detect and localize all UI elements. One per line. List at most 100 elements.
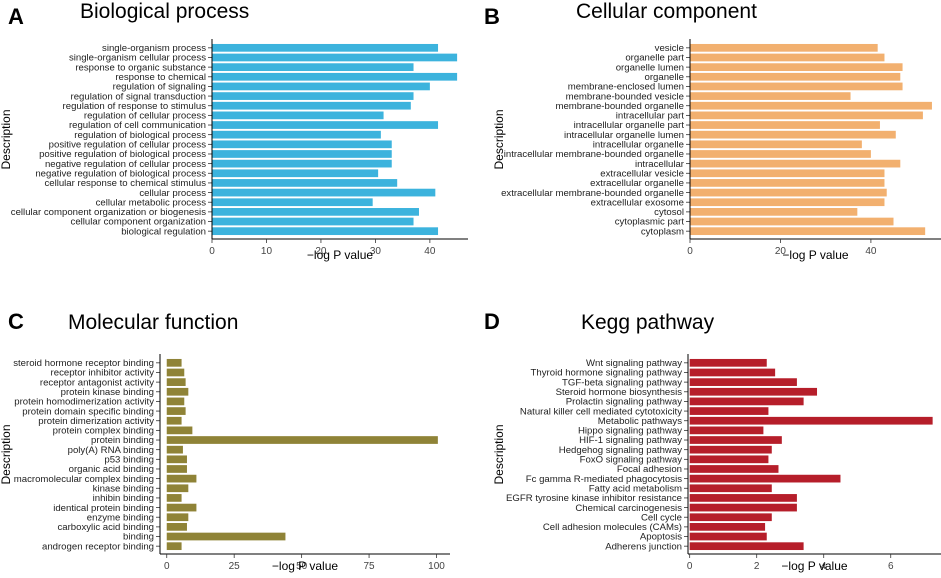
category-label: extracellular organelle [590, 178, 684, 189]
category-label: Focal adhesion [617, 464, 682, 475]
bar [166, 436, 438, 444]
category-label: receptor inhibitor activity [51, 368, 155, 379]
category-label: protein complex binding [53, 426, 154, 437]
y-axis-title: Description [492, 424, 506, 484]
bar [212, 130, 381, 139]
panel-letter: D [484, 309, 500, 334]
category-label: cellular response to chemical stimulus [44, 178, 206, 189]
x-tick-label: 20 [775, 246, 787, 257]
bar [689, 407, 769, 415]
category-label: intracellular organelle lumen [564, 130, 684, 141]
category-label: steroid hormone receptor binding [13, 358, 154, 369]
category-label: identical protein binding [53, 503, 154, 514]
category-label: cytosol [654, 207, 684, 218]
bar [212, 140, 392, 149]
category-label: Apoptosis [640, 532, 682, 543]
category-label: Fc gamma R-mediated phagocytosis [526, 474, 682, 485]
category-label: membrane-bounded organelle [555, 101, 684, 112]
category-label: regulation of cell communication [69, 120, 206, 131]
category-label: Cell adhesion molecules (CAMs) [543, 522, 682, 533]
bar [166, 368, 185, 377]
bar [212, 169, 379, 178]
bar [690, 72, 901, 81]
category-label: kinase binding [93, 483, 154, 494]
category-label: protein kinase binding [61, 387, 154, 398]
x-tick-label: 50 [296, 561, 308, 572]
x-tick-label: 0 [209, 246, 215, 257]
panel-letter: A [8, 4, 24, 29]
category-label: regulation of signal transduction [71, 91, 206, 102]
x-tick-label: 10 [261, 246, 273, 257]
y-axis-title: Description [492, 109, 506, 169]
bar [689, 426, 764, 435]
bar [690, 198, 885, 207]
category-label: Natural killer cell mediated cytotoxicit… [520, 406, 682, 417]
bar [689, 542, 804, 551]
category-label: HIF-1 signaling pathway [579, 435, 682, 446]
x-axis-title: −log P value [272, 559, 338, 573]
bar [166, 513, 189, 522]
category-label: cellular component organization [71, 217, 206, 228]
bar [212, 159, 392, 168]
bar [166, 503, 197, 512]
bar [690, 159, 901, 168]
panel-title: Cellular component [576, 0, 757, 23]
bar [212, 179, 398, 187]
bar [690, 179, 885, 187]
category-label: macromolecular complex binding [14, 474, 154, 485]
x-tick-label: 2 [754, 561, 760, 572]
x-tick-label: 40 [865, 246, 877, 257]
bar [689, 378, 797, 386]
category-label: positive regulation of biological proces… [39, 149, 206, 160]
y-axis-title: Description [0, 109, 13, 169]
bar [689, 368, 776, 377]
x-tick-label: 0 [687, 561, 693, 572]
bar [690, 140, 862, 149]
bar [690, 92, 851, 100]
bar [212, 121, 439, 129]
category-label: intracellular [635, 159, 685, 170]
category-label: receptor antagonist activity [40, 377, 154, 388]
bar [212, 101, 411, 110]
x-tick-label: 0 [687, 246, 693, 257]
panel-letter: C [8, 309, 24, 334]
x-tick-label: 0 [164, 561, 170, 572]
x-tick-label: 40 [424, 246, 436, 257]
category-label: protein binding [91, 435, 154, 446]
category-label: androgen receptor binding [42, 541, 154, 552]
category-label: vesicle [655, 43, 684, 54]
bar [166, 474, 197, 483]
category-label: extracellular exosome [591, 197, 684, 208]
category-label: enzyme binding [87, 512, 154, 523]
bar [212, 198, 373, 207]
x-axis-title: −log P value [307, 248, 373, 262]
category-label: inhibin binding [93, 493, 154, 504]
bar [212, 43, 439, 52]
category-label: negative regulation of biological proces… [35, 168, 206, 179]
category-label: FoxO signaling pathway [580, 455, 683, 466]
x-axis-title: −log P value [781, 559, 847, 573]
category-label: Hedgehog signaling pathway [559, 445, 682, 456]
panel-title: Molecular function [68, 311, 238, 334]
bar [689, 523, 766, 531]
bar [166, 465, 187, 473]
category-label: cellular metabolic process [96, 197, 207, 208]
category-label: regulation of signaling [113, 82, 206, 93]
bar [689, 532, 767, 541]
bar [212, 82, 430, 91]
bar [690, 169, 885, 178]
x-tick-label: 20 [315, 246, 327, 257]
bar [689, 436, 782, 444]
bar [690, 227, 926, 236]
bar [166, 455, 187, 464]
bar [166, 397, 185, 406]
category-label: Hippo signaling pathway [578, 426, 682, 437]
category-label: p53 binding [104, 455, 154, 466]
bar [166, 523, 187, 531]
bar [690, 82, 903, 91]
bar [166, 532, 286, 541]
bar [166, 542, 182, 551]
category-label: organelle lumen [616, 62, 684, 73]
bar [212, 72, 458, 81]
x-tick-label: 25 [229, 561, 241, 572]
